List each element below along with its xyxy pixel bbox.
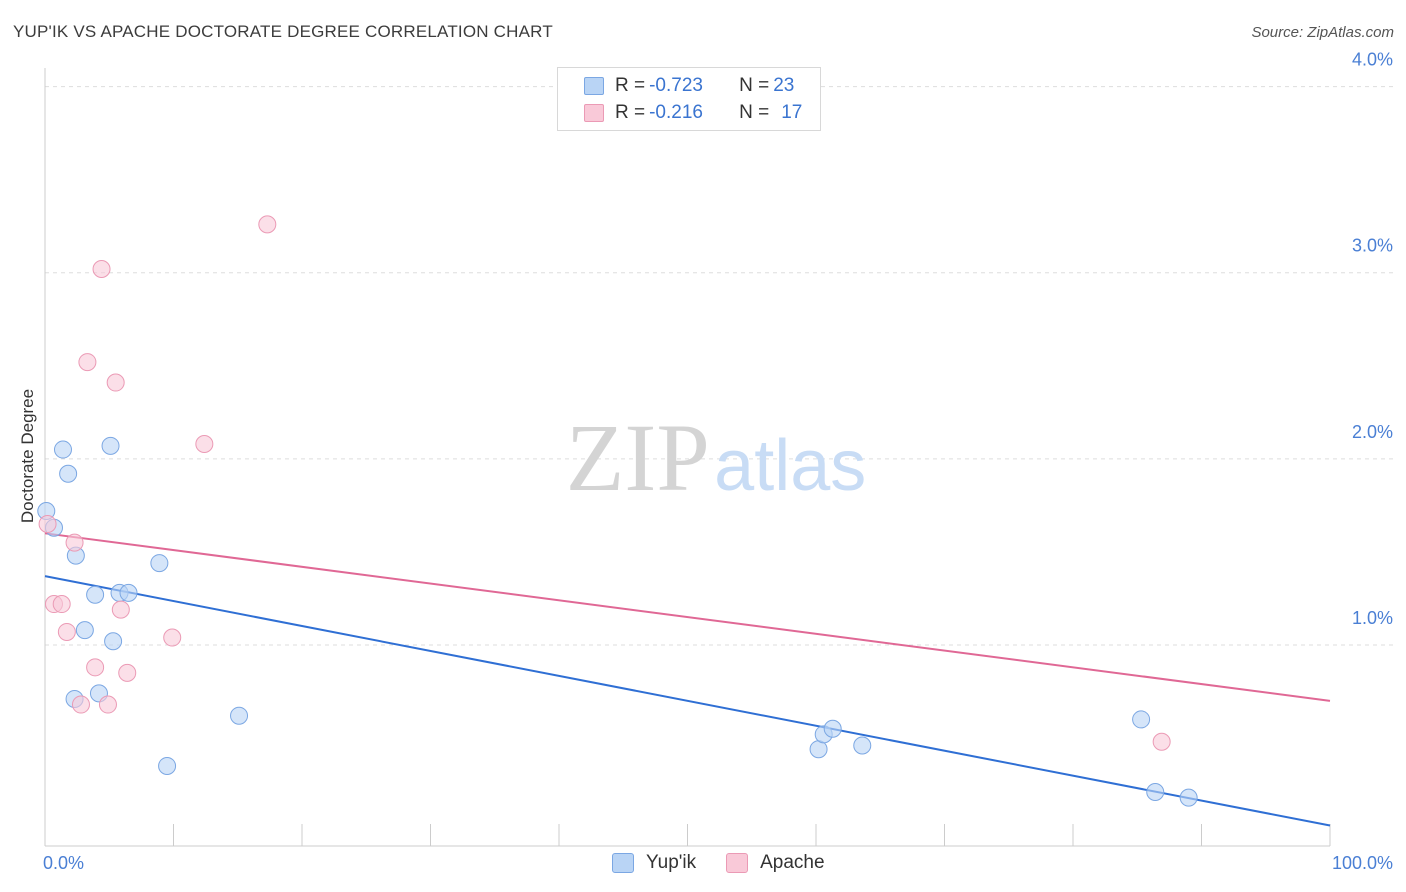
apache-point bbox=[38, 515, 57, 534]
n-label: N = bbox=[739, 75, 770, 96]
n-label: N = bbox=[739, 102, 770, 123]
yupik-point bbox=[823, 719, 842, 738]
yupik-swatch bbox=[584, 77, 604, 95]
watermark: ZIP atlas bbox=[566, 404, 867, 511]
chart-title: YUP'IK VS APACHE DOCTORATE DEGREE CORREL… bbox=[13, 22, 553, 41]
apache-point bbox=[1152, 732, 1171, 751]
watermark-atlas: atlas bbox=[714, 426, 866, 506]
yupik-point bbox=[53, 440, 72, 459]
apache-legend-swatch bbox=[726, 853, 749, 873]
grid-lines bbox=[45, 86, 1395, 646]
yupik-point bbox=[150, 554, 169, 573]
n-value: 23 bbox=[773, 75, 795, 96]
data-points bbox=[37, 215, 1198, 807]
yupik-legend-swatch bbox=[612, 853, 634, 873]
y-tick-label: 1.0% bbox=[1352, 608, 1393, 628]
y-tick-label: 4.0% bbox=[1352, 50, 1393, 70]
n-value: 17 bbox=[781, 102, 803, 123]
yupik-trend-line bbox=[44, 575, 1331, 827]
apache-point bbox=[98, 695, 117, 714]
watermark-zip: ZIP bbox=[566, 404, 710, 511]
source-credit: Source: ZipAtlas.com bbox=[1251, 24, 1394, 41]
yupik-point bbox=[158, 756, 177, 775]
x-tick-label: 100.0% bbox=[1332, 853, 1393, 873]
r-value: -0.723 bbox=[649, 75, 703, 96]
legend-item-yupik[interactable]: Yup'ik bbox=[612, 852, 696, 874]
apache-point bbox=[78, 353, 97, 372]
yupik-point bbox=[1179, 788, 1198, 807]
yupik-legend-label: Yup'ik bbox=[646, 852, 697, 873]
apache-point bbox=[52, 595, 71, 614]
yupik-point bbox=[853, 736, 872, 755]
apache-point bbox=[118, 663, 137, 682]
r-value: -0.216 bbox=[649, 102, 703, 123]
yupik-point bbox=[75, 621, 94, 640]
apache-point bbox=[163, 628, 182, 647]
yupik-point bbox=[104, 632, 123, 651]
y-tick-label: 2.0% bbox=[1352, 422, 1393, 442]
apache-point bbox=[195, 434, 214, 453]
apache-point bbox=[111, 600, 130, 619]
yupik-point bbox=[230, 706, 249, 725]
apache-trend-line bbox=[44, 532, 1331, 702]
yupik-point bbox=[119, 583, 138, 602]
apache-legend-label: Apache bbox=[760, 852, 825, 873]
yupik-point bbox=[1132, 710, 1151, 729]
legend-row-apache: R = -0.216 N = 17 bbox=[584, 101, 802, 125]
series-legend: Yup'ik Apache bbox=[612, 852, 855, 874]
apache-point bbox=[258, 215, 277, 234]
tick-labels: 1.0% 2.0% 3.0% 4.0% 0.0% 100.0% bbox=[43, 50, 1393, 873]
axes bbox=[44, 68, 1331, 847]
apache-point bbox=[106, 373, 125, 392]
trend-lines bbox=[44, 532, 1331, 827]
apache-point bbox=[65, 533, 84, 552]
legend-row-yupik: R = -0.723 N = 23 bbox=[584, 74, 794, 98]
yupik-point bbox=[1146, 783, 1165, 802]
apache-swatch bbox=[584, 104, 604, 122]
y-tick-label: 3.0% bbox=[1352, 236, 1393, 256]
apache-point bbox=[92, 260, 111, 279]
apache-point bbox=[57, 622, 76, 641]
apache-point bbox=[71, 695, 90, 714]
legend-item-apache[interactable]: Apache bbox=[726, 852, 825, 874]
r-label: R = bbox=[615, 102, 646, 123]
r-label: R = bbox=[615, 75, 646, 96]
yupik-point bbox=[59, 464, 78, 483]
yupik-point bbox=[86, 585, 105, 604]
apache-point bbox=[86, 658, 105, 677]
x-tick-label: 0.0% bbox=[43, 853, 84, 873]
correlation-legend: R = -0.723 N = 23 R = -0.216 N = 17 bbox=[557, 67, 821, 131]
yupik-point bbox=[101, 436, 120, 455]
